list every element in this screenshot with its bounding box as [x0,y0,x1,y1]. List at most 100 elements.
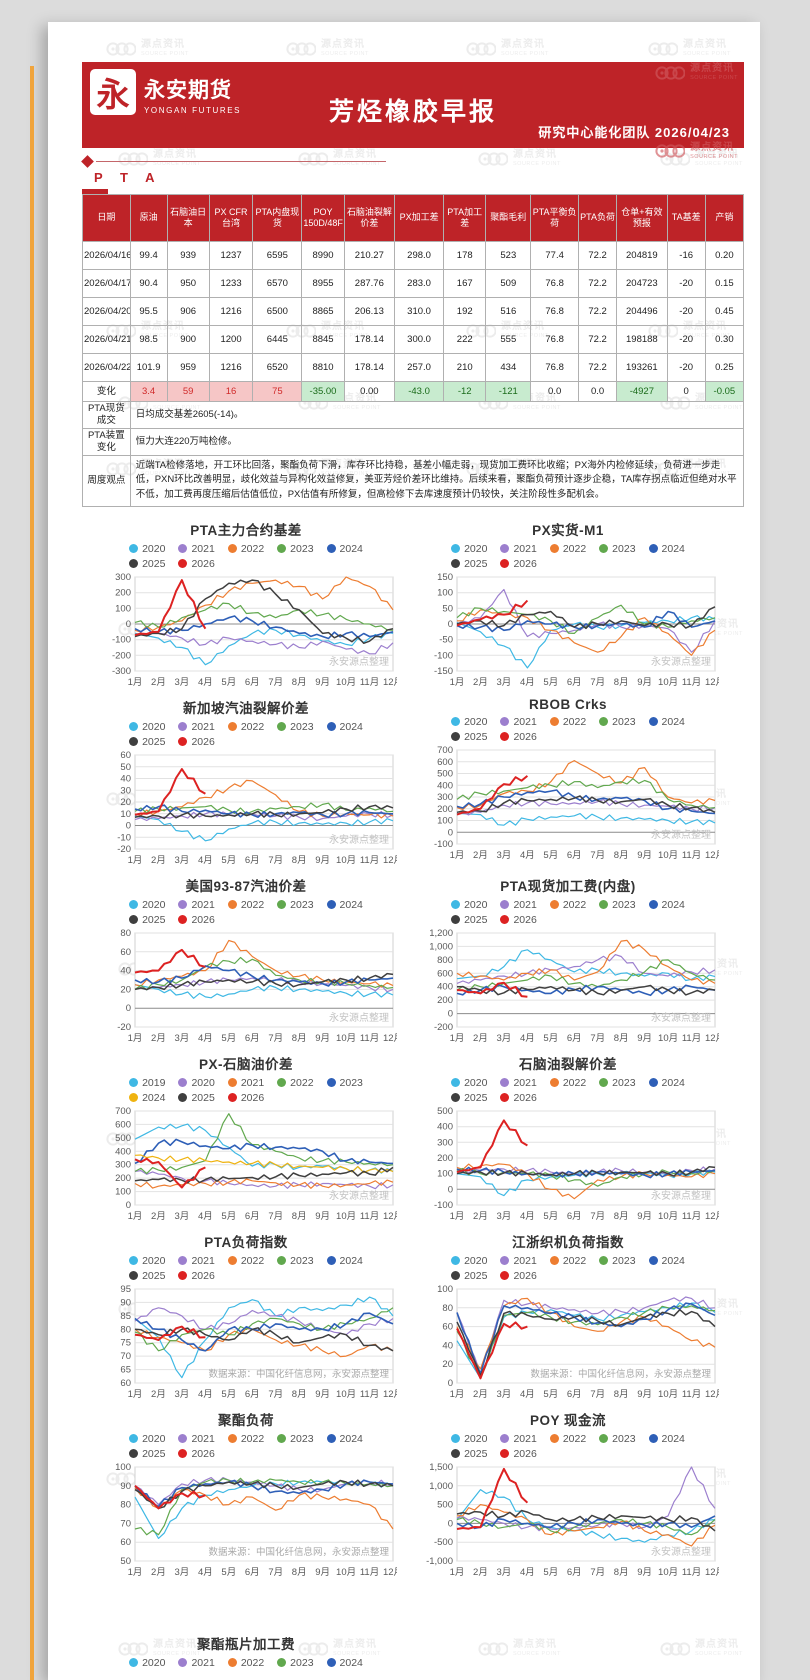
legend-label: 2020 [464,542,488,555]
table-cell: 72.2 [577,241,618,270]
legend-item: 2021 [178,1657,215,1669]
legend-item: 2025 [129,914,165,926]
legend-label: 2020 [142,542,166,555]
svg-text:1月: 1月 [128,855,143,866]
table-cell: 950 [166,269,210,298]
svg-text:永安源点整理: 永安源点整理 [651,828,711,841]
table-cell: 72.2 [577,297,618,326]
chart-12: POY 现金流 2020 2021 2022 2023 2024 2025 2026 1,500… [414,1409,722,1587]
legend-label: 2021 [513,1254,537,1267]
table-cell: 90.4 [129,269,168,298]
legend-label: 2025 [142,735,166,748]
svg-text:2月: 2月 [151,855,166,866]
column-header: 产销 [704,194,745,242]
svg-text:500: 500 [437,1499,453,1510]
table-cell: 900 [166,325,210,354]
legend-label: 2024 [339,542,363,555]
svg-text:3月: 3月 [175,1389,190,1400]
column-header: PTA加工差 [443,194,487,242]
table-cell: 2026/04/20 [82,297,131,326]
chart-plot: 100 80 60 40 20 0 数据来源：中国化纤信息网，永安源点整理 1月 2月 3月 4月 5… [437,1285,719,1400]
svg-text:1,000: 1,000 [429,1480,453,1491]
legend-dot-icon [277,1658,287,1668]
table-cell: 76.8 [530,353,579,382]
legend-dot-icon [451,1434,461,1444]
legend-dot-icon [451,915,461,925]
svg-text:1月: 1月 [450,677,465,688]
svg-text:700: 700 [437,746,453,756]
legend-label: 2020 [464,1076,488,1089]
svg-text:11月: 11月 [682,677,701,688]
chart-legend: 2020 2021 2022 2023 2024 2025 2026 [414,899,722,926]
legend-label: 2023 [290,542,314,555]
svg-text:100: 100 [115,1186,131,1197]
legend-item: 2025 [129,1270,165,1282]
svg-text:6月: 6月 [567,1567,582,1578]
legend-label: 2024 [339,1432,363,1445]
legend-dot-icon [129,722,139,732]
chart-8: 石脑油裂解价差 2020 2021 2022 2023 2024 2025 2026 500 40… [414,1053,722,1231]
legend-dot-icon [648,900,658,910]
column-header: 日期 [82,194,131,242]
legend-item: 2022 [227,899,264,911]
chart-legend: 2020 2021 2022 2023 2024 2025 2026 [92,899,400,926]
legend-dot-icon [178,1093,188,1103]
legend-dot-icon [549,1256,559,1266]
legend-item: 2024 [648,1255,685,1267]
legend-dot-icon [178,1449,188,1459]
legend-item: 2022 [227,543,264,555]
svg-text:11月: 11月 [360,1033,379,1044]
legend-item: 2021 [227,1076,265,1089]
chart-legend: 2020 2021 2022 2023 2024 2025 2026 [414,1255,722,1282]
change-cell: 3.4 [129,381,168,402]
svg-text:400: 400 [115,1146,131,1157]
table-cell: 0.20 [704,241,745,270]
svg-text:-100: -100 [434,839,453,850]
legend-dot-icon [648,1256,658,1266]
svg-text:3月: 3月 [497,1567,512,1578]
legend-label: 2026 [513,557,537,570]
svg-text:9月: 9月 [315,677,330,688]
svg-text:200: 200 [437,803,453,814]
legend-label: 2025 [142,913,166,926]
svg-text:4月: 4月 [198,1567,213,1578]
legend-dot-icon [451,559,461,569]
svg-text:10月: 10月 [336,855,356,866]
svg-text:60: 60 [120,751,131,761]
svg-text:0: 0 [448,619,453,630]
legend-item: 2023 [599,899,636,911]
legend-label: 2022 [562,898,587,911]
chart-title: 美国93-87汽油价差 [185,878,307,894]
legend-label: 2021 [240,1076,265,1089]
legend-dot-icon [326,900,336,910]
legend-dot-icon [178,1256,188,1266]
sourcepoint-watermark-banner: 源点资讯 SOURCE POINT [655,142,738,161]
legend-dot-icon [178,722,188,732]
svg-text:1月: 1月 [128,1033,143,1044]
svg-text:12月: 12月 [705,1567,719,1578]
chart-title: 石脑油裂解价差 [519,1056,617,1072]
legend-label: 2025 [464,1091,488,1104]
table-cell: 0.25 [704,353,745,382]
legend-item: 2021 [500,1254,537,1267]
change-cell: -121 [485,381,532,402]
legend-dot-icon [451,544,461,554]
legend-item: 2025 [451,914,487,926]
table-cell: 178.14 [343,325,396,354]
svg-text:0: 0 [448,1378,453,1389]
brand-name-cn: 永安期货 [144,79,232,102]
table-cell: 193261 [616,353,668,382]
legend-label: 2021 [513,1432,537,1445]
svg-text:75: 75 [120,1337,131,1348]
table-cell: 434 [485,353,532,382]
svg-text:4月: 4月 [198,855,213,866]
table-cell: 509 [485,269,532,298]
svg-text:4月: 4月 [520,1033,535,1044]
legend-item: 2024 [648,1433,685,1445]
table-cell: 1200 [208,325,254,354]
legend-item: 2020 [129,721,165,733]
chart-plot: 300 200 100 0 -100 -200 -300 永安源点整理 1月 2月 3月 4月 5月 6月… [112,573,397,688]
svg-text:5月: 5月 [221,855,236,866]
svg-text:0: 0 [448,1008,453,1019]
legend-item: 2026 [178,1270,215,1282]
